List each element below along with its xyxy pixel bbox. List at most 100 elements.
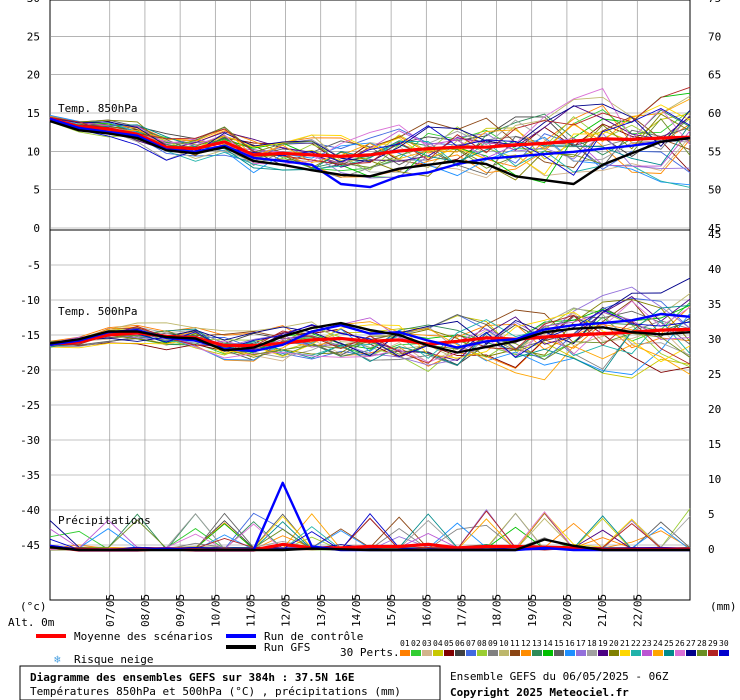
perturbation-id: 15: [554, 639, 564, 648]
run-info: Ensemble GEFS du 06/05/2025 - 06Z: [450, 670, 669, 683]
perturbation-swatch: [510, 650, 520, 656]
perturbation-id: 07: [466, 639, 476, 648]
perturbation-id: 11: [510, 639, 520, 648]
y-tick-right: 0: [708, 543, 715, 556]
y-tick-left: -20: [20, 364, 40, 377]
y-tick-right: 70: [708, 30, 721, 43]
left-unit-label: (°c): [20, 600, 47, 613]
footer-box: [19, 665, 441, 700]
perturbation-swatch: [477, 650, 487, 656]
panel-label-850hpa: Temp. 850hPa: [58, 102, 137, 115]
legend-gfs-label: Run GFS: [264, 641, 310, 654]
y-tick-left: -25: [20, 399, 40, 412]
perturbation-id: 05: [444, 639, 454, 648]
y-tick-right: 60: [708, 107, 721, 120]
x-tick-label: 09/05: [174, 594, 187, 627]
y-tick-right: 40: [708, 263, 721, 276]
x-tick-label: 21/05: [596, 594, 609, 627]
perturbation-id: 19: [598, 639, 608, 648]
series-line-run-gfs: [49, 321, 691, 354]
perturbation-id: 28: [697, 639, 707, 648]
x-tick-label: 16/05: [420, 594, 433, 627]
perturbation-id: 09: [488, 639, 498, 648]
perturbation-id: 16: [565, 639, 575, 648]
legend-mean-label: Moyenne des scénarios: [74, 630, 213, 643]
y-tick-left: -40: [20, 504, 40, 517]
perturbation-id: 04: [433, 639, 443, 648]
perturbation-swatch: [411, 650, 421, 656]
perturbation-line: [49, 98, 691, 163]
perturbation-id: 26: [675, 639, 685, 648]
altitude-label: Alt. 0m: [8, 616, 55, 629]
footer-subtitle: Températures 850hPa et 500hPa (°C) , pré…: [30, 685, 401, 698]
perturbation-line: [49, 322, 691, 369]
y-tick-left: -30: [20, 434, 40, 447]
perturbation-line: [49, 86, 691, 165]
perturbation-line: [49, 311, 691, 363]
x-tick-label: 17/05: [455, 594, 468, 627]
perturbation-swatch: [565, 650, 575, 656]
perturbation-id: 24: [653, 639, 663, 648]
perturbation-swatch: [642, 650, 652, 656]
series-line-run-gfs: [49, 538, 690, 552]
perturbation-id: 02: [411, 639, 421, 648]
perturbation-line: [49, 88, 691, 165]
perturbation-id: 13: [532, 639, 542, 648]
perturbation-swatch: [686, 650, 696, 656]
perturbation-swatch: [433, 650, 443, 656]
perturbation-swatch: [400, 650, 410, 656]
perturbation-swatch: [488, 650, 498, 656]
series-line-moyenne-des-sc-narios: [49, 117, 691, 158]
perturbation-line: [49, 309, 691, 358]
y-tick-left: -5: [27, 259, 40, 272]
perturbation-swatch: [598, 650, 608, 656]
copyright: Copyright 2025 Meteociel.fr: [450, 686, 629, 699]
perturbation-id: 18: [587, 639, 597, 648]
x-tick-label: 22/05: [631, 594, 644, 627]
perturbation-swatch: [697, 650, 707, 656]
perturbation-swatch: [609, 650, 619, 656]
y-tick-right: 10: [708, 473, 721, 486]
perturbation-id: 22: [631, 639, 641, 648]
main-series-lines: [49, 117, 691, 552]
y-tick-left: -15: [20, 329, 40, 342]
panel-label-precip: Précipitations: [58, 514, 151, 527]
perturbation-id: 23: [642, 639, 652, 648]
panel-label-500hpa: Temp. 500hPa: [58, 305, 137, 318]
perturbation-line: [49, 103, 691, 163]
perturbation-swatch: [653, 650, 663, 656]
grid-lines: [50, 0, 690, 600]
perturbation-swatch: [499, 650, 509, 656]
y-tick-left: 10: [27, 145, 40, 158]
perturbation-id: 21: [620, 639, 630, 648]
series-line-run-gfs: [49, 119, 691, 186]
y-tick-left: 15: [27, 107, 40, 120]
perturbation-swatch: [587, 650, 597, 656]
perturbation-id: 29: [708, 639, 718, 648]
perturbation-swatch: [620, 650, 630, 656]
legend-snow-label: Risque neige: [74, 653, 153, 666]
perturbation-swatch: [422, 650, 432, 656]
perturbation-id: 30: [719, 639, 729, 648]
x-tick-label: 15/05: [385, 594, 398, 627]
perturbation-swatch: [576, 650, 586, 656]
y-tick-right: 25: [708, 368, 721, 381]
y-tick-right: 50: [708, 184, 721, 197]
perturbation-swatch: [444, 650, 454, 656]
y-tick-right: 45: [708, 222, 721, 235]
perturbation-line: [49, 307, 691, 358]
perturbation-swatch: [521, 650, 531, 656]
y-tick-right: 55: [708, 145, 721, 158]
x-tick-label: 10/05: [209, 594, 222, 627]
x-tick-label: 19/05: [526, 594, 539, 627]
y-tick-left: 5: [33, 184, 40, 197]
perturbation-line: [49, 116, 691, 171]
axis-ticks: 07/05 08/05 09/05 10/05 11/05 12/05 13/05 14/05…: [20, 0, 721, 627]
perturbation-id: 17: [576, 639, 586, 648]
snowflake-icon: ❄: [54, 653, 61, 666]
y-tick-right: 15: [708, 438, 721, 451]
perturbation-swatch: [466, 650, 476, 656]
perturbation-swatch: [631, 650, 641, 656]
y-tick-right: 20: [708, 403, 721, 416]
